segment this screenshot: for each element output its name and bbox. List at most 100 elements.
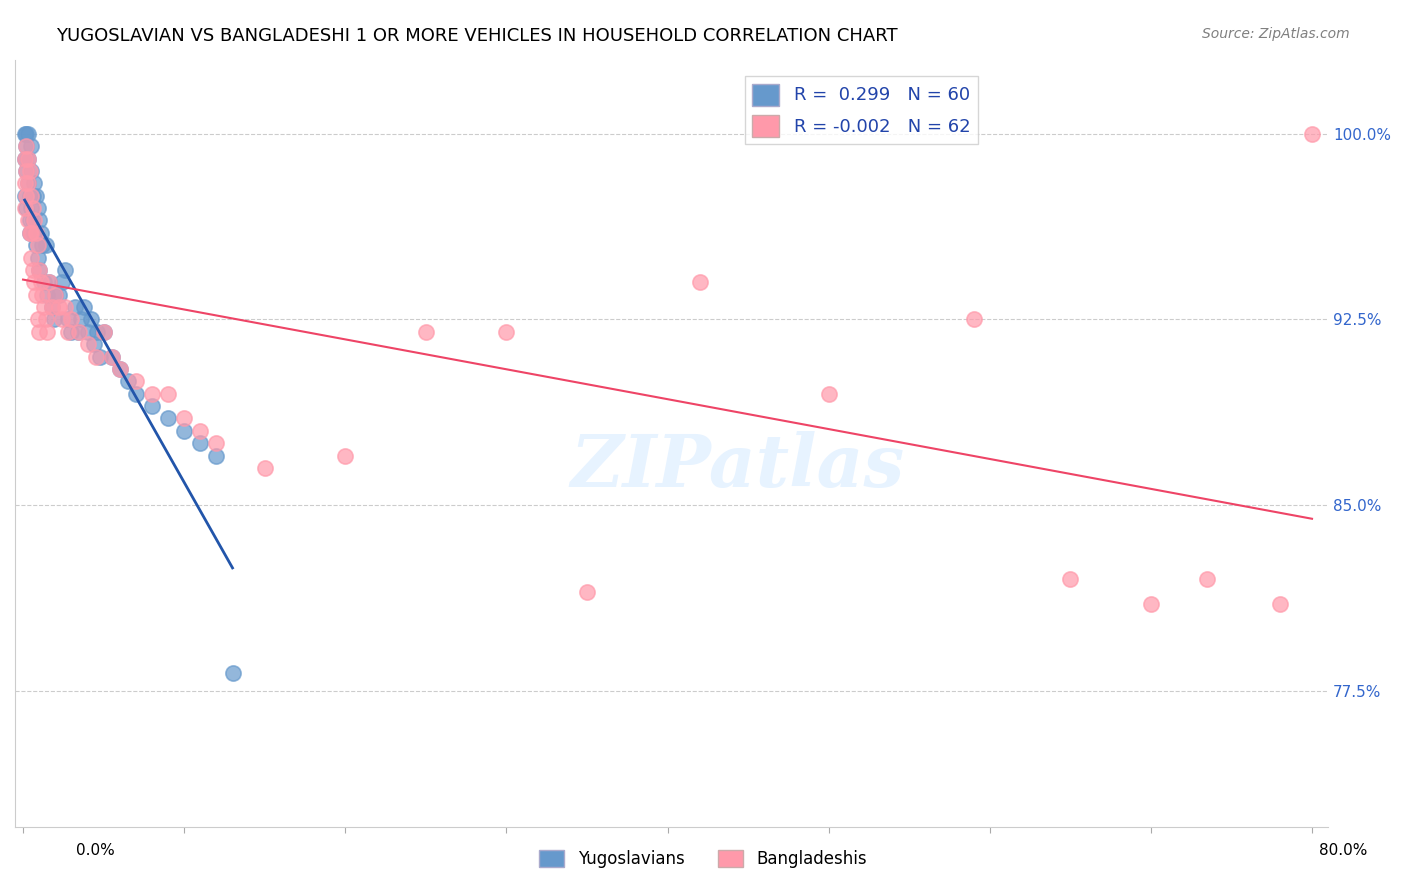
Point <box>17 127 39 141</box>
Point <box>51 276 73 290</box>
Point <box>14 152 37 166</box>
Point <box>48 287 70 301</box>
Point <box>93 325 115 339</box>
Point <box>18 188 41 202</box>
Point <box>20 188 42 202</box>
Point <box>31 238 53 252</box>
Point <box>32 276 55 290</box>
Point <box>141 386 163 401</box>
Point <box>817 386 839 401</box>
Point <box>17 152 39 166</box>
Point <box>60 325 83 339</box>
Point <box>125 386 148 401</box>
Point <box>70 312 93 326</box>
Point <box>30 276 52 290</box>
Point <box>15 139 38 153</box>
Point <box>22 276 45 290</box>
Point <box>15 164 38 178</box>
Point <box>100 350 122 364</box>
Point <box>27 251 49 265</box>
Point <box>14 201 37 215</box>
Point <box>14 152 37 166</box>
Point <box>1197 572 1219 586</box>
Point <box>20 201 42 215</box>
Point <box>66 325 89 339</box>
Point <box>89 350 111 364</box>
Point <box>37 287 59 301</box>
Text: YUGOSLAVIAN VS BANGLADESHI 1 OR MORE VEHICLES IN HOUSEHOLD CORRELATION CHART: YUGOSLAVIAN VS BANGLADESHI 1 OR MORE VEH… <box>56 27 898 45</box>
Point <box>14 127 37 141</box>
Point <box>15 201 38 215</box>
Point <box>28 325 51 339</box>
Point <box>20 226 42 240</box>
Point <box>1268 597 1291 611</box>
Point <box>37 325 59 339</box>
Point <box>173 411 195 425</box>
Point <box>31 287 53 301</box>
Point <box>86 325 108 339</box>
Point <box>34 312 56 326</box>
Point <box>14 188 37 202</box>
Point <box>22 226 45 240</box>
Point <box>108 362 131 376</box>
Point <box>25 226 48 240</box>
Point <box>15 127 38 141</box>
Point <box>44 287 66 301</box>
Point <box>56 312 79 326</box>
Point <box>53 263 76 277</box>
Point <box>689 276 711 290</box>
Point <box>100 350 122 364</box>
Point <box>25 238 48 252</box>
Point <box>1140 597 1163 611</box>
Point <box>83 337 105 351</box>
Point <box>32 300 55 314</box>
Point <box>188 424 211 438</box>
Point <box>63 300 86 314</box>
Point <box>173 424 195 438</box>
Point <box>38 276 60 290</box>
Text: Source: ZipAtlas.com: Source: ZipAtlas.com <box>1202 27 1350 41</box>
Point <box>27 201 49 215</box>
Point <box>44 287 66 301</box>
Point <box>42 312 65 326</box>
Point <box>20 251 42 265</box>
Point <box>28 263 51 277</box>
Point <box>188 436 211 450</box>
Point <box>20 164 42 178</box>
Point <box>18 164 41 178</box>
Point <box>53 300 76 314</box>
Point <box>415 325 437 339</box>
Point <box>25 188 48 202</box>
Point <box>14 177 37 191</box>
Point <box>69 325 91 339</box>
Point <box>335 449 357 463</box>
Point <box>21 188 44 202</box>
Point <box>56 325 79 339</box>
Point <box>17 177 39 191</box>
Point <box>1059 572 1081 586</box>
Point <box>48 300 70 314</box>
Point <box>38 276 60 290</box>
Point <box>84 350 107 364</box>
Point <box>22 213 45 227</box>
Point <box>30 226 52 240</box>
Text: ZIPatlas: ZIPatlas <box>571 431 904 501</box>
Point <box>21 213 44 227</box>
Point <box>108 362 131 376</box>
Point <box>963 312 986 326</box>
Point <box>141 399 163 413</box>
Point <box>22 177 45 191</box>
Point <box>15 164 38 178</box>
Point <box>34 238 56 252</box>
Text: 0.0%: 0.0% <box>76 843 115 858</box>
Point <box>27 238 49 252</box>
Point <box>15 139 38 153</box>
Legend: Yugoslavians, Bangladeshis: Yugoslavians, Bangladeshis <box>533 843 873 875</box>
Point <box>60 312 83 326</box>
Point <box>205 449 228 463</box>
Point <box>21 263 44 277</box>
Point <box>17 177 39 191</box>
Point <box>41 300 63 314</box>
Point <box>28 263 51 277</box>
Point <box>15 188 38 202</box>
